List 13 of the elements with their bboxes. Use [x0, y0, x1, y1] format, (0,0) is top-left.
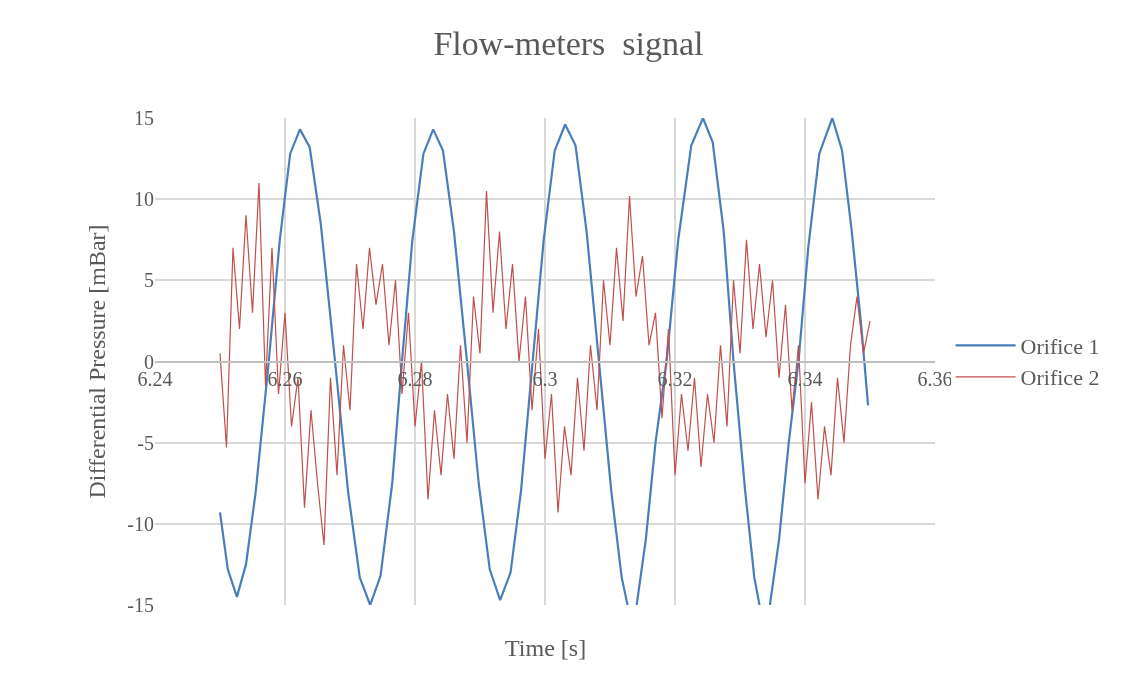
- y-tick-label: -5: [137, 431, 154, 454]
- chart-title: Flow-meters signal: [433, 24, 704, 62]
- legend-label: Orifice 1: [1020, 333, 1100, 359]
- legend-label: Orifice 2: [1020, 365, 1100, 391]
- y-axis-title: Differential Pressure [mBar]: [84, 224, 111, 499]
- y-tick-label: 10: [134, 188, 154, 211]
- y-tick-label: 15: [134, 107, 154, 129]
- x-tick-label: 6.36: [917, 368, 953, 391]
- x-axis-title: Time [s]: [505, 635, 587, 661]
- y-tick-label: 5: [144, 269, 154, 292]
- line-series: [219, 182, 871, 546]
- y-tick-label: -15: [127, 594, 154, 616]
- y-tick-label: -10: [127, 512, 154, 535]
